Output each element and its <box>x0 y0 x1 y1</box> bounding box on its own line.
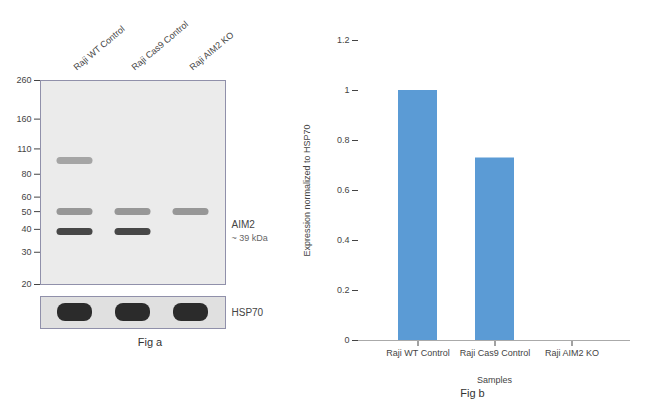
svg-text:0.6: 0.6 <box>337 185 350 195</box>
svg-text:Expression normalized to HSP70: Expression normalized to HSP70 <box>302 124 312 256</box>
svg-text:Raji Cas9 Control: Raji Cas9 Control <box>460 348 531 358</box>
svg-text:Raji WT Control: Raji WT Control <box>72 24 127 72</box>
svg-text:1: 1 <box>344 85 349 95</box>
svg-text:Raji WT Control: Raji WT Control <box>386 348 449 358</box>
svg-text:Raji AIM2 KO: Raji AIM2 KO <box>545 348 599 358</box>
svg-text:HSP70: HSP70 <box>232 307 264 318</box>
html-text:Fig b: Fig b <box>460 387 485 399</box>
svg-text:60: 60 <box>21 192 31 202</box>
svg-text:0: 0 <box>344 335 349 345</box>
svg-text:0.2: 0.2 <box>337 285 350 295</box>
svg-text:20: 20 <box>21 279 31 289</box>
html-text:Fig a: Fig a <box>137 336 163 348</box>
svg-text:50: 50 <box>21 207 31 217</box>
svg-text:80: 80 <box>21 169 31 179</box>
svg-text:Samples: Samples <box>477 375 513 385</box>
svg-text:40: 40 <box>21 224 31 234</box>
svg-text:1.2: 1.2 <box>337 35 350 45</box>
svg-text:260: 260 <box>16 75 31 85</box>
svg-text:110: 110 <box>17 144 31 154</box>
svg-text:0.4: 0.4 <box>337 235 350 245</box>
svg-text:~ 39 kDa: ~ 39 kDa <box>232 233 268 243</box>
svg-text:Raji AIM2 KO: Raji AIM2 KO <box>188 30 236 72</box>
svg-text:0.8: 0.8 <box>337 135 350 145</box>
svg-text:160: 160 <box>16 114 31 124</box>
svg-text:30: 30 <box>21 247 31 257</box>
svg-text:AIM2: AIM2 <box>232 219 256 230</box>
svg-text:Raji Cas9 Control: Raji Cas9 Control <box>130 19 190 72</box>
